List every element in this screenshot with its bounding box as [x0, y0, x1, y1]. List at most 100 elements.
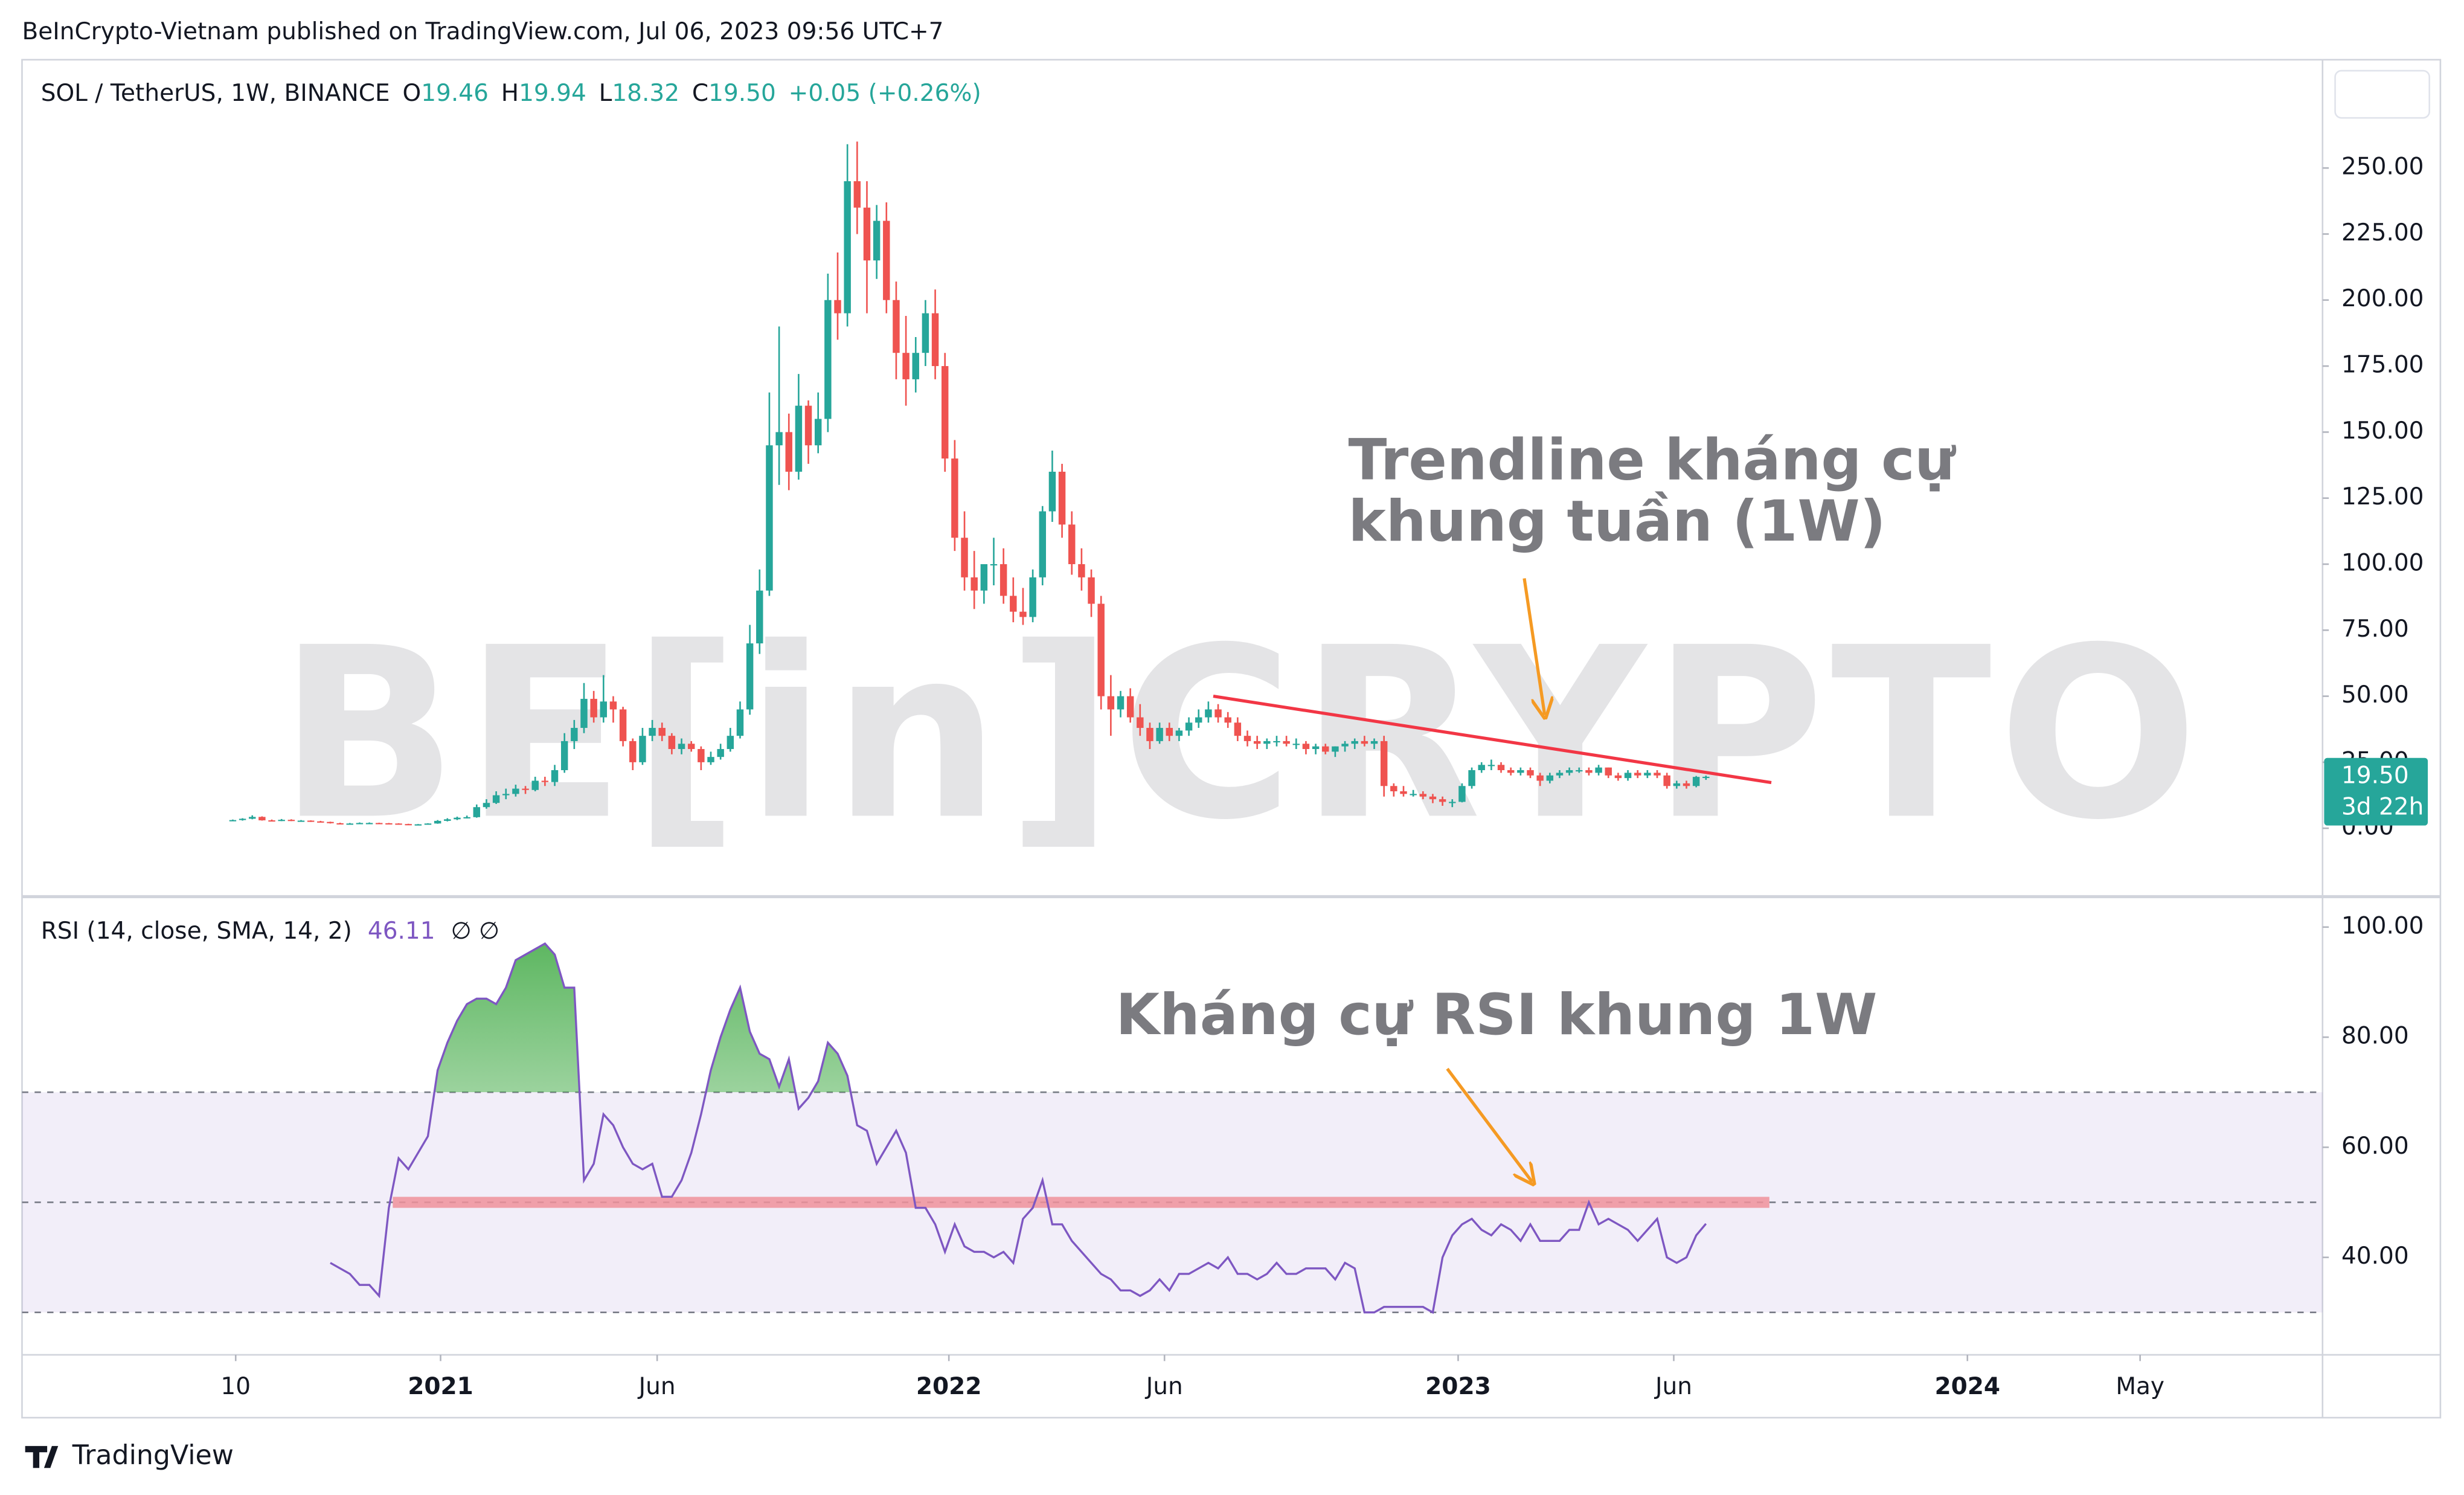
- candle-body: [473, 807, 481, 817]
- candle-body: [434, 820, 441, 824]
- rsi-legend: RSI (14, close, SMA, 14, 2) 46.11 ∅ ∅: [41, 917, 499, 944]
- candle-body: [1380, 741, 1388, 786]
- ohlc: O19.46 H19.94 L18.32 C19.50: [403, 80, 776, 107]
- x-tick-label: Jun: [1144, 1373, 1183, 1400]
- candle-body: [356, 823, 364, 825]
- candle-body: [658, 728, 666, 736]
- candle-body: [853, 181, 861, 208]
- candle-body: [971, 577, 978, 591]
- candle-body: [1487, 765, 1495, 767]
- candle-body: [766, 445, 773, 591]
- y-tick-label: 40.00: [2341, 1243, 2409, 1270]
- candle-body: [385, 823, 393, 825]
- candle-body: [678, 744, 685, 750]
- candle-body: [444, 819, 451, 821]
- candle-body: [580, 698, 588, 728]
- candle-body: [1497, 765, 1505, 771]
- candle-body: [1137, 717, 1144, 728]
- candle-body: [687, 744, 695, 750]
- candle-body: [844, 181, 851, 313]
- footer: TradingView: [72, 1440, 234, 1471]
- plots: BE[in]CRYPTO0.0025.0050.0075.00100.00125…: [22, 141, 2428, 1400]
- candle-body: [1576, 770, 1583, 772]
- candle-body: [1097, 603, 1105, 696]
- candle-body: [961, 538, 968, 577]
- arrow: [1522, 578, 1545, 715]
- candle-body: [883, 220, 890, 300]
- candle-body: [1663, 775, 1670, 786]
- candle-body: [902, 353, 910, 379]
- y-tick-label: 50.00: [2341, 681, 2409, 709]
- candle-body: [1654, 773, 1661, 776]
- y-tick-label: 225.00: [2341, 219, 2424, 246]
- settings-box[interactable]: [2334, 69, 2431, 119]
- candle-body: [990, 564, 998, 566]
- rsi-extra: ∅ ∅: [451, 917, 499, 944]
- ohlc-value: 18.32: [612, 80, 679, 107]
- ohlc-value: 19.50: [708, 80, 776, 107]
- candle-body: [278, 820, 285, 821]
- candle-body: [483, 803, 490, 808]
- candle-body: [795, 405, 803, 472]
- candle-body: [1048, 471, 1056, 512]
- candle-body: [1166, 728, 1173, 736]
- candle-body: [1175, 730, 1183, 736]
- candle-body: [365, 823, 373, 825]
- candle-body: [600, 701, 608, 718]
- candle-body: [258, 817, 266, 821]
- candle-body: [1341, 744, 1349, 747]
- candle-body: [609, 701, 617, 710]
- candle-body: [1468, 770, 1475, 786]
- last-price-box: [2324, 757, 2428, 826]
- candle-body: [287, 820, 295, 821]
- candle-body: [1078, 564, 1085, 577]
- candle-body: [1283, 741, 1290, 744]
- candle-body: [873, 220, 881, 261]
- annotation: khung tuần (1W): [1349, 489, 1886, 555]
- candle-body: [1185, 722, 1193, 731]
- candle-body: [893, 300, 900, 353]
- candle-body: [814, 419, 822, 446]
- y-tick-label: 175.00: [2341, 352, 2424, 379]
- change: +0.05 (+0.26%): [789, 80, 981, 107]
- candle-body: [619, 709, 627, 741]
- logo: [25, 1445, 59, 1468]
- candle-body: [717, 749, 724, 757]
- candle-body: [834, 300, 841, 313]
- candle-body: [571, 728, 578, 741]
- candle-body: [1322, 746, 1329, 752]
- candle-body: [1146, 728, 1153, 741]
- candle-body: [1478, 765, 1485, 771]
- trendline: [1213, 695, 1772, 785]
- candle-body: [804, 405, 812, 446]
- candle-body: [1107, 696, 1115, 710]
- candle-body: [727, 736, 734, 750]
- candle-body: [1019, 611, 1027, 617]
- candle-body: [1234, 722, 1242, 736]
- y-tick-label: 100.00: [2341, 912, 2424, 939]
- candle-body: [268, 820, 275, 822]
- candle-body: [424, 823, 432, 825]
- candle-body: [1068, 524, 1076, 564]
- candle-body: [1595, 767, 1602, 773]
- candle-body: [492, 795, 500, 803]
- candle-body: [414, 824, 422, 826]
- candle-body: [931, 313, 939, 367]
- candle-body: [1546, 775, 1554, 781]
- candle-body: [1195, 717, 1202, 723]
- candle-body: [1449, 802, 1456, 803]
- candle-body: [1312, 746, 1320, 750]
- symbol: SOL / TetherUS, 1W, BINANCE: [41, 80, 390, 107]
- candle-body: [1536, 775, 1544, 781]
- annotation: Trendline kháng cự: [1349, 427, 1957, 493]
- candle-body: [1624, 773, 1632, 779]
- candle-body: [668, 736, 676, 750]
- y-tick-label: 250.00: [2341, 153, 2424, 181]
- candle-body: [1565, 770, 1573, 773]
- candle-body: [1010, 596, 1017, 612]
- candle-body: [405, 824, 412, 826]
- candle-body: [1400, 791, 1407, 794]
- ohlc-value: 19.46: [421, 80, 489, 107]
- ohlc-value: 19.94: [519, 80, 586, 107]
